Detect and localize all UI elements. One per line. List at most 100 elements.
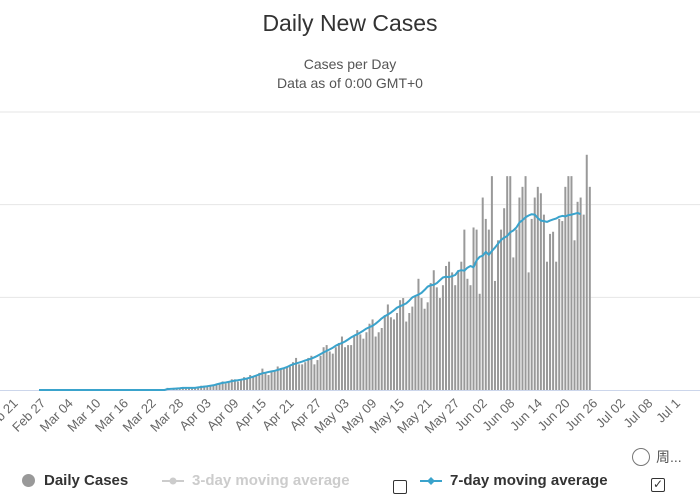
bar <box>181 387 184 390</box>
bar <box>567 176 570 390</box>
bar <box>270 370 273 390</box>
legend-label-daily-cases: Daily Cases <box>44 472 129 489</box>
bar <box>374 336 377 390</box>
legend-item-7-day-average[interactable]: 7-day moving average <box>420 472 608 489</box>
bar <box>353 336 356 390</box>
bar <box>221 381 224 390</box>
bar <box>203 385 206 390</box>
chart-data-timestamp: Data as of 0:00 GMT+0 <box>277 75 423 91</box>
bar <box>399 300 402 390</box>
bar <box>405 321 408 390</box>
bar <box>448 261 451 390</box>
bar <box>469 285 472 390</box>
bar <box>475 229 478 390</box>
bar <box>579 197 582 390</box>
bar <box>316 360 319 390</box>
bar <box>561 221 564 390</box>
bar <box>279 368 282 390</box>
bar <box>313 364 316 390</box>
bar <box>389 317 392 390</box>
bar <box>267 375 270 390</box>
bar <box>328 351 331 390</box>
watermark-text: 周... <box>656 449 682 465</box>
bar <box>239 379 242 390</box>
bar <box>527 272 530 390</box>
bar <box>334 347 337 390</box>
chart-legend: Daily Cases 3-day moving average 7-day m… <box>0 468 700 496</box>
bar <box>555 261 558 390</box>
bar <box>481 197 484 390</box>
watermark-logo-icon <box>632 448 650 466</box>
bar <box>490 176 493 390</box>
bar <box>224 383 227 390</box>
bar <box>236 381 239 390</box>
bar <box>423 308 426 390</box>
bar <box>365 332 368 390</box>
bar <box>503 208 506 390</box>
legend-label-7-day-average: 7-day moving average <box>450 472 608 489</box>
bar <box>319 355 322 390</box>
bar <box>252 377 255 390</box>
line-marker-icon <box>162 477 184 484</box>
bar <box>478 293 481 390</box>
bar <box>445 265 447 390</box>
bar <box>386 304 389 390</box>
bar <box>285 366 288 390</box>
bar <box>288 366 291 390</box>
bar <box>307 357 310 390</box>
bar <box>292 362 294 390</box>
x-tick-label: Jul 08 <box>620 396 655 431</box>
bar <box>549 233 552 390</box>
bar <box>246 379 249 390</box>
bar <box>371 319 374 390</box>
bar <box>392 319 395 390</box>
bar <box>426 302 429 390</box>
bar <box>451 272 454 390</box>
legend-item-3-day-average[interactable]: 3-day moving average <box>162 472 350 489</box>
x-tick-label: Jul 02 <box>593 396 628 431</box>
legend-dot-icon <box>22 474 35 487</box>
bar <box>233 379 236 390</box>
bar <box>310 355 313 390</box>
bar <box>411 306 414 390</box>
bar <box>472 227 475 390</box>
bar <box>576 201 579 390</box>
bar <box>187 387 190 390</box>
bar <box>191 387 194 390</box>
bar <box>380 327 383 390</box>
bar <box>209 385 212 390</box>
bar <box>261 368 264 390</box>
bar <box>298 364 301 390</box>
bar <box>487 229 490 390</box>
bar <box>512 257 515 390</box>
bar <box>258 372 261 390</box>
bar <box>368 323 371 390</box>
bar <box>347 345 350 390</box>
bar <box>588 186 591 390</box>
bar <box>350 345 353 390</box>
chart-title: Daily New Cases <box>262 10 438 36</box>
bar <box>493 280 496 390</box>
bar <box>466 278 469 390</box>
bar <box>255 375 258 390</box>
checkbox-3-day-average[interactable] <box>393 480 407 494</box>
bar <box>552 231 555 390</box>
bar <box>184 387 187 390</box>
bar <box>344 347 347 390</box>
checkbox-7-day-average[interactable]: ✓ <box>651 477 665 492</box>
bar <box>518 197 521 390</box>
bar <box>536 186 539 390</box>
bar <box>435 287 438 390</box>
bar <box>570 176 573 390</box>
bar <box>500 229 503 390</box>
bar <box>301 364 304 390</box>
bar <box>524 176 527 390</box>
bar <box>243 377 246 390</box>
watermark: 周... <box>632 447 682 467</box>
bar <box>230 379 233 390</box>
bar <box>282 368 285 390</box>
bar <box>414 295 417 390</box>
bar <box>322 347 325 390</box>
legend-item-daily-cases[interactable]: Daily Cases <box>22 472 128 489</box>
bar <box>463 229 466 390</box>
